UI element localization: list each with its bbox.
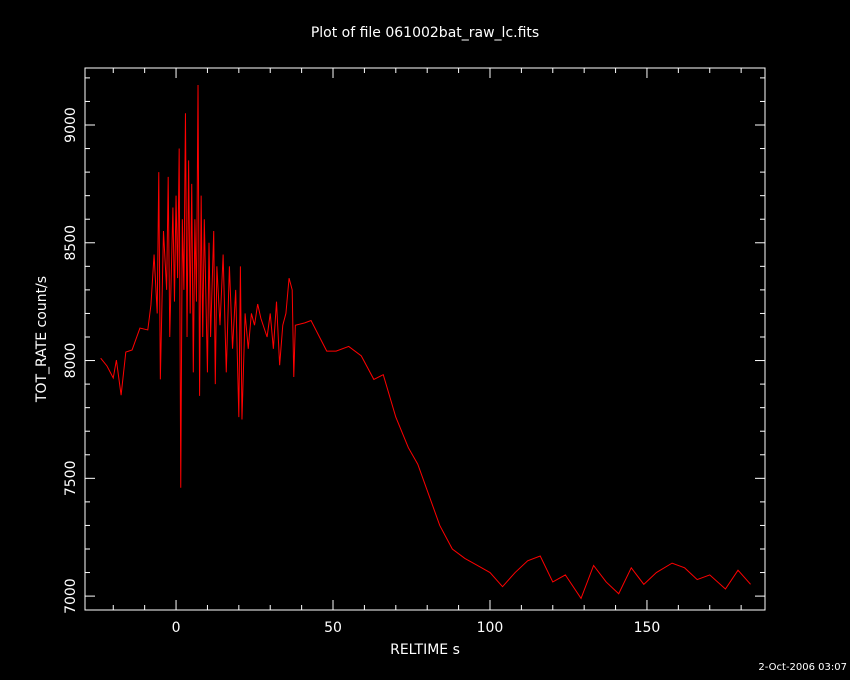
footer-date: 2-Oct-2006 03:07 bbox=[758, 662, 847, 673]
x-tick-label: 100 bbox=[477, 620, 504, 636]
data-line bbox=[100, 84, 751, 600]
x-tick-label: 50 bbox=[324, 620, 342, 636]
plot-frame bbox=[84, 67, 766, 611]
y-tick-label: 7500 bbox=[63, 461, 79, 497]
x-axis-label: RELTIME s bbox=[390, 642, 460, 658]
y-tick-label: 7000 bbox=[63, 578, 79, 614]
y-tick-label: 8500 bbox=[63, 225, 79, 261]
y-axis-label: TOT_RATE count/s bbox=[34, 276, 50, 403]
y-tick-label: 9000 bbox=[63, 107, 79, 143]
x-tick-label: 0 bbox=[172, 620, 181, 636]
y-tick-label: 8000 bbox=[63, 343, 79, 379]
x-tick-label: 150 bbox=[634, 620, 661, 636]
chart-title: Plot of file 061002bat_raw_lc.fits bbox=[311, 25, 539, 41]
